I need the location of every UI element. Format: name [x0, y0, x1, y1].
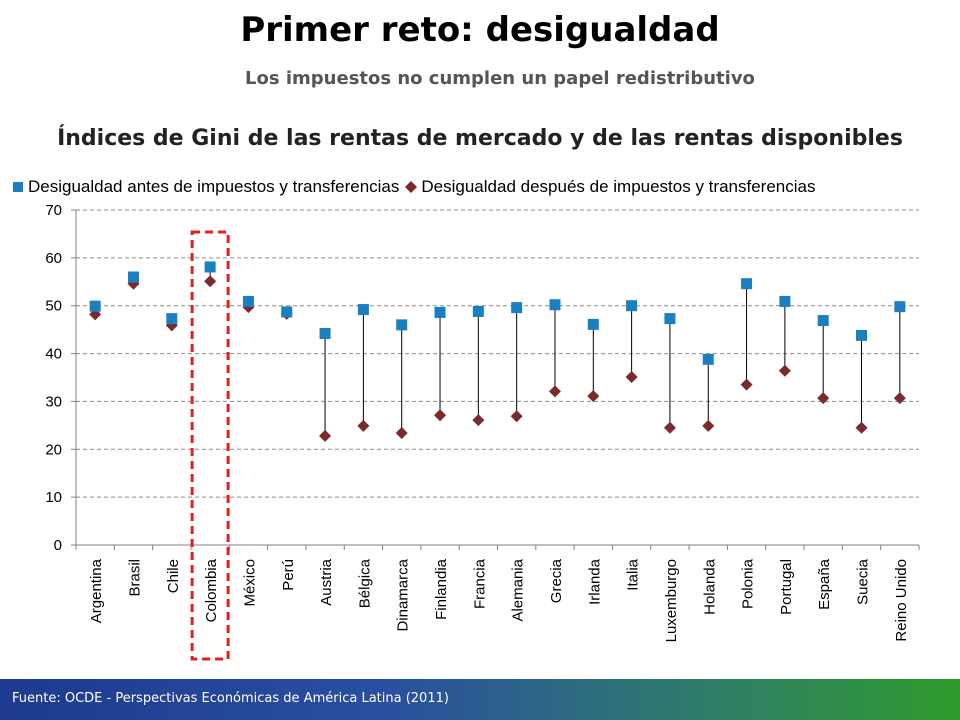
after-tax-point [625, 371, 638, 384]
before-tax-point [357, 304, 369, 316]
y-tick-label: 40 [45, 346, 62, 363]
before-tax-point [741, 278, 753, 290]
y-tick-label: 30 [45, 393, 62, 410]
before-tax-point [856, 329, 868, 341]
after-tax-point [893, 392, 906, 405]
slide-title: Primer reto: desigualdad [240, 10, 720, 50]
before-tax-point [396, 319, 408, 331]
before-tax-point [166, 313, 178, 325]
after-tax-point [357, 419, 370, 432]
category-label: Finlandia [433, 558, 450, 620]
before-tax-point [817, 315, 829, 327]
legend-item-after: Desigualdad después de impuestos y trans… [405, 177, 815, 197]
chart-title: Índices de Gini de las rentas de mercado… [57, 126, 903, 151]
before-tax-point [779, 295, 791, 307]
category-label: Polonia [740, 558, 757, 609]
category-label: España [816, 558, 833, 610]
before-tax-point [204, 261, 216, 273]
y-tick-label: 70 [45, 202, 62, 219]
category-label: Italia [625, 558, 642, 590]
category-label: Holanda [701, 558, 718, 615]
after-tax-point [702, 419, 715, 432]
after-tax-point [395, 427, 408, 440]
legend-item-before: Desigualdad antes de impuestos y transfe… [12, 177, 399, 197]
category-label: México [241, 559, 258, 607]
after-tax-point [778, 364, 791, 377]
after-tax-point [663, 421, 676, 434]
category-label: Austria [318, 558, 335, 605]
before-tax-point [242, 295, 254, 307]
after-tax-point [510, 410, 523, 423]
diamond-marker-icon [405, 181, 418, 193]
square-marker-icon [13, 182, 23, 192]
legend-label-before: Desigualdad antes de impuestos y transfe… [28, 177, 400, 196]
before-tax-point [511, 302, 523, 314]
before-tax-point [434, 306, 446, 318]
after-tax-point [587, 390, 600, 403]
category-label: Alemania [510, 558, 527, 621]
slide-subtitle: Los impuestos no cumplen un papel redist… [245, 68, 755, 89]
legend-label-after: Desigualdad después de impuestos y trans… [421, 177, 816, 196]
category-label: Perú [280, 559, 297, 591]
category-label: Dinamarca [395, 558, 412, 631]
category-label: Reino Unido [893, 559, 910, 642]
after-tax-point [319, 429, 332, 442]
category-label: Grecia [548, 558, 565, 603]
after-tax-point [817, 392, 830, 405]
category-label: Colombia [203, 558, 220, 622]
category-label: Francia [471, 558, 488, 609]
before-tax-point [472, 305, 484, 317]
category-label: Suecia [855, 558, 872, 605]
after-tax-point [740, 378, 753, 391]
category-label: Portugal [778, 559, 795, 615]
gini-chart: 0 10 20 30 40 50 60 70 Argentina Brasil Chile Colom… [45, 202, 920, 661]
category-label: Chile [165, 559, 182, 593]
after-tax-point [434, 409, 447, 422]
after-tax-point [548, 385, 561, 398]
y-tick-label: 60 [45, 250, 62, 267]
after-tax-point [855, 421, 868, 434]
y-tick-label: 50 [45, 298, 62, 315]
before-tax-point [319, 327, 331, 339]
category-label: Bélgica [356, 558, 373, 608]
y-tick-label: 20 [45, 441, 62, 458]
before-tax-point [127, 271, 139, 283]
category-label: Irlanda [586, 558, 603, 605]
y-tick-label: 0 [54, 537, 62, 554]
before-tax-point [549, 299, 561, 311]
source-text: Fuente: OCDE - Perspectivas Económicas d… [12, 691, 449, 706]
y-tick-label: 10 [45, 489, 62, 506]
category-label: Argentina [88, 558, 105, 623]
before-tax-point [281, 306, 293, 318]
category-label: Luxemburgo [663, 559, 680, 642]
footer-bar: Fuente: OCDE - Perspectivas Económicas d… [0, 679, 960, 720]
before-tax-point [894, 301, 906, 313]
before-tax-point [702, 353, 714, 365]
chart-legend: Desigualdad antes de impuestos y transfe… [12, 176, 821, 198]
before-tax-point [664, 313, 676, 325]
category-label: Brasil [126, 559, 143, 597]
highlight-box-colombia [190, 230, 230, 661]
before-tax-point [587, 318, 599, 330]
before-tax-point [89, 300, 101, 312]
after-tax-point [472, 414, 485, 427]
before-tax-point [626, 300, 638, 312]
after-tax-point [204, 275, 217, 288]
